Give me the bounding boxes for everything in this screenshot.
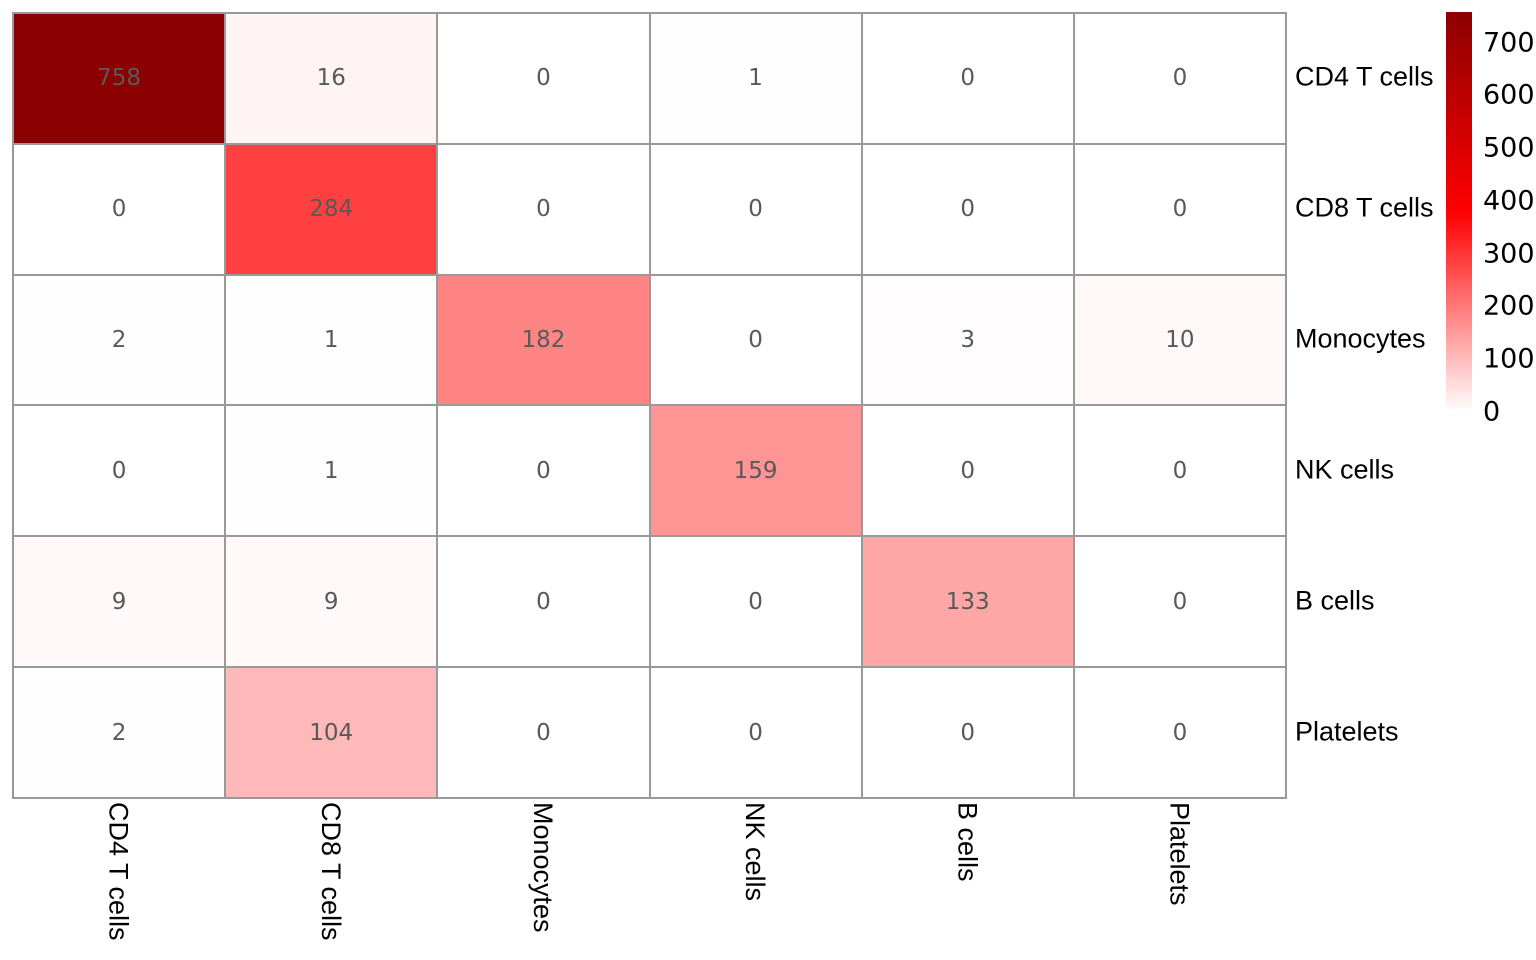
cell-value: 2 (111, 719, 127, 746)
heatmap-cell: 0 (861, 667, 1074, 798)
x-axis-label: CD4 T cells (103, 802, 134, 941)
cell-value: 0 (536, 719, 551, 746)
heatmap-cell: 133 (861, 536, 1074, 668)
cell-value: 0 (748, 196, 763, 223)
colorbar-gradient (1446, 12, 1472, 412)
cell-value: 0 (748, 327, 763, 354)
heatmap-cell: 2 (13, 274, 226, 406)
cell-value: 1 (323, 327, 339, 354)
x-axis-label: Monocytes (527, 802, 558, 933)
cell-value: 0 (536, 457, 551, 484)
cell-value: 133 (945, 588, 990, 615)
heatmap-cell: 159 (649, 405, 862, 537)
heatmap-cell: 0 (649, 274, 862, 406)
y-axis-label: B cells (1295, 585, 1375, 616)
cell-value: 2 (111, 327, 127, 354)
cell-value: 0 (748, 588, 763, 615)
heatmap-cell: 758 (13, 13, 226, 144)
cell-value: 9 (323, 588, 339, 615)
x-axis-label: Platelets (1164, 802, 1195, 906)
colorbar-tick: 500 (1483, 132, 1535, 164)
y-axis-label: CD8 T cells (1295, 192, 1434, 223)
cell-value: 284 (309, 196, 354, 223)
colorbar-tick: 100 (1483, 343, 1535, 375)
heatmap-cell: 1 (225, 405, 438, 537)
cell-value: 0 (960, 457, 976, 484)
heatmap-cell: 9 (225, 536, 438, 668)
heatmap-cell: 284 (225, 143, 438, 275)
colorbar-tick: 400 (1483, 185, 1535, 217)
heatmap-cell: 0 (1073, 667, 1286, 798)
heatmap-cell: 16 (225, 13, 438, 144)
heatmap-cell: 0 (1073, 143, 1286, 275)
heatmap-cell: 0 (861, 143, 1074, 275)
cell-value: 0 (960, 65, 976, 92)
cell-value: 0 (960, 719, 976, 746)
heatmap-cell: 2 (13, 667, 226, 798)
colorbar-tick: 300 (1483, 238, 1535, 270)
heatmap-cell: 0 (861, 13, 1074, 144)
cell-value: 0 (1172, 65, 1188, 92)
heatmap-cell: 182 (437, 274, 650, 406)
cell-value: 10 (1165, 327, 1195, 354)
y-axis-label: CD4 T cells (1295, 61, 1434, 92)
cell-value: 0 (1172, 719, 1188, 746)
heatmap-cell: 10 (1073, 274, 1286, 406)
heatmap-cell: 0 (13, 405, 226, 537)
cell-value: 0 (748, 719, 763, 746)
heatmap-cell: 0 (1073, 13, 1286, 144)
heatmap-cell: 0 (437, 405, 650, 537)
colorbar-tick: 600 (1483, 79, 1535, 111)
heatmap-cell: 0 (13, 143, 226, 275)
heatmap-cell: 104 (225, 667, 438, 798)
cell-value: 0 (111, 457, 127, 484)
cell-value: 1 (748, 65, 763, 92)
y-axis-label: Monocytes (1295, 323, 1426, 354)
cell-value: 0 (536, 196, 551, 223)
heatmap-cell: 0 (649, 667, 862, 798)
heatmap-cell: 0 (1073, 405, 1286, 537)
cell-value: 0 (1172, 196, 1188, 223)
cell-value: 0 (1172, 588, 1188, 615)
y-axis-label: NK cells (1295, 454, 1395, 485)
cell-value: 1 (323, 457, 339, 484)
x-axis-label: B cells (952, 802, 983, 882)
heatmap-grid: 758 16 0 1 0 0 0 284 0 0 0 0 2 1 182 0 3 10 0 1 0 159 0 0 9 9 0 0 13… (12, 12, 1287, 799)
cell-value: 104 (309, 719, 354, 746)
cell-value: 0 (111, 196, 127, 223)
cell-value: 758 (97, 65, 142, 92)
heatmap-cell: 1 (225, 274, 438, 406)
cell-value: 159 (733, 457, 778, 484)
heatmap-cell: 0 (437, 536, 650, 668)
cell-value: 0 (536, 588, 551, 615)
heatmap-cell: 0 (649, 536, 862, 668)
cell-value: 0 (536, 65, 551, 92)
colorbar-tick: 700 (1483, 27, 1535, 59)
heatmap-cell: 0 (437, 13, 650, 144)
cell-value: 3 (960, 327, 976, 354)
heatmap-cell: 0 (1073, 536, 1286, 668)
heatmap-cell: 9 (13, 536, 226, 668)
colorbar-tick: 200 (1483, 290, 1535, 322)
colorbar-tick: 0 (1483, 396, 1501, 428)
heatmap-cell: 0 (437, 143, 650, 275)
x-axis-label: CD8 T cells (315, 802, 346, 941)
cell-value: 16 (316, 65, 346, 92)
x-axis-label: NK cells (740, 802, 771, 902)
cell-value: 9 (111, 588, 127, 615)
heatmap-cell: 3 (861, 274, 1074, 406)
cell-value: 0 (1172, 457, 1188, 484)
heatmap-cell: 0 (861, 405, 1074, 537)
cell-value: 0 (960, 196, 976, 223)
heatmap-cell: 0 (649, 143, 862, 275)
cell-value: 182 (521, 327, 566, 354)
heatmap-cell: 1 (649, 13, 862, 144)
heatmap-cell: 0 (437, 667, 650, 798)
y-axis-label: Platelets (1295, 716, 1399, 747)
